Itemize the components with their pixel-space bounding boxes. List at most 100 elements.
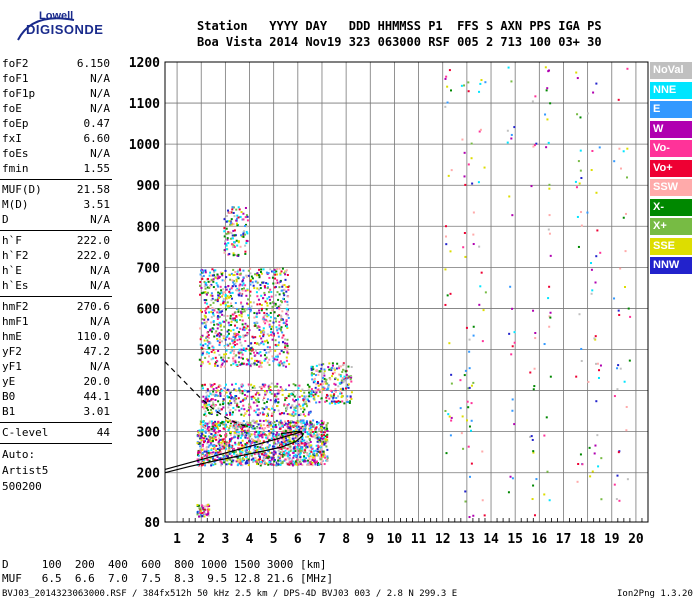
echo-point: [244, 431, 247, 434]
echo-point: [310, 367, 313, 370]
echo-point: [302, 422, 305, 425]
echo-point: [273, 437, 276, 440]
echo-point: [216, 338, 219, 341]
y-tick-label: 600: [137, 302, 161, 317]
echo-point: [321, 429, 324, 432]
noise-point: [470, 429, 473, 432]
echo-point: [314, 463, 317, 466]
noise-point: [547, 297, 550, 300]
param-row: yF2 47.2: [2, 345, 110, 361]
noise-point: [481, 450, 484, 453]
echo-point: [276, 273, 279, 276]
echo-point: [217, 275, 220, 278]
echo-point: [206, 389, 209, 392]
echo-point: [221, 279, 224, 282]
echo-point: [273, 409, 276, 412]
echo-point: [225, 215, 228, 218]
echo-point: [209, 392, 212, 395]
echo-point: [274, 398, 277, 401]
echo-point: [226, 396, 229, 399]
param-value: N/A: [90, 72, 110, 85]
echo-point: [314, 462, 317, 465]
echo-point: [343, 375, 346, 378]
echo-point: [239, 391, 242, 394]
param-name: yF2: [2, 345, 22, 358]
echo-point: [223, 235, 226, 238]
echo-point: [262, 423, 265, 426]
param-value: N/A: [90, 147, 110, 160]
echo-point: [199, 338, 202, 341]
echo-point: [231, 243, 234, 246]
echo-point: [213, 383, 216, 386]
echo-point: [213, 461, 216, 464]
echo-point: [325, 396, 328, 399]
echo-point: [216, 364, 219, 367]
echo-point: [206, 445, 209, 448]
echo-point: [222, 456, 225, 459]
echo-point: [230, 462, 233, 465]
echo-point: [228, 403, 231, 406]
echo-point: [248, 442, 251, 445]
echo-point: [202, 350, 205, 353]
echo-point: [274, 463, 277, 466]
param-name: h`Es: [2, 279, 29, 292]
echo-point: [276, 431, 279, 434]
echo-point: [247, 269, 250, 272]
echo-point: [210, 299, 213, 302]
echo-point: [252, 427, 255, 430]
echo-point: [229, 231, 232, 234]
echo-point: [301, 436, 304, 439]
echo-point: [340, 396, 343, 399]
echo-point: [226, 238, 229, 241]
echo-point: [240, 356, 243, 359]
echo-point: [230, 211, 233, 214]
echo-point: [278, 444, 281, 447]
echo-point: [281, 284, 284, 287]
echo-point: [334, 390, 337, 393]
echo-point: [286, 405, 289, 408]
echo-point: [229, 409, 232, 412]
echo-point: [246, 395, 249, 398]
echo-point: [259, 354, 262, 357]
echo-point: [212, 458, 215, 461]
echo-point: [253, 359, 256, 362]
echo-point: [322, 431, 325, 434]
echo-point: [283, 272, 286, 275]
echo-point: [266, 446, 269, 449]
echo-point: [273, 458, 276, 461]
echo-point: [232, 317, 235, 320]
echo-point: [272, 457, 275, 460]
echo-point: [230, 302, 233, 305]
echo-point: [251, 386, 254, 389]
noise-point: [625, 405, 628, 408]
echo-point: [254, 273, 257, 276]
echo-point: [307, 413, 310, 416]
echo-point: [220, 359, 223, 362]
echo-point: [208, 403, 211, 406]
echo-point: [275, 443, 278, 446]
echo-point: [294, 384, 297, 387]
echo-point: [219, 403, 222, 406]
noise-point: [549, 311, 552, 314]
noise-point: [468, 425, 471, 428]
echo-point: [253, 312, 256, 315]
echo-point: [261, 432, 264, 435]
echo-point: [239, 272, 242, 275]
echo-point: [306, 445, 309, 448]
echo-point: [320, 447, 323, 450]
echo-point: [298, 453, 301, 456]
echo-point: [308, 449, 311, 452]
echo-point: [206, 424, 209, 427]
echo-point: [306, 398, 309, 401]
echo-point: [241, 323, 244, 326]
echo-point: [284, 437, 287, 440]
noise-point: [484, 81, 487, 84]
echo-point: [350, 391, 353, 394]
echo-point: [213, 269, 216, 272]
echo-point: [200, 363, 203, 366]
echo-point: [275, 426, 278, 429]
echo-point: [294, 412, 297, 415]
echo-point: [205, 449, 208, 452]
echo-point: [304, 446, 307, 449]
echo-point: [207, 409, 210, 412]
